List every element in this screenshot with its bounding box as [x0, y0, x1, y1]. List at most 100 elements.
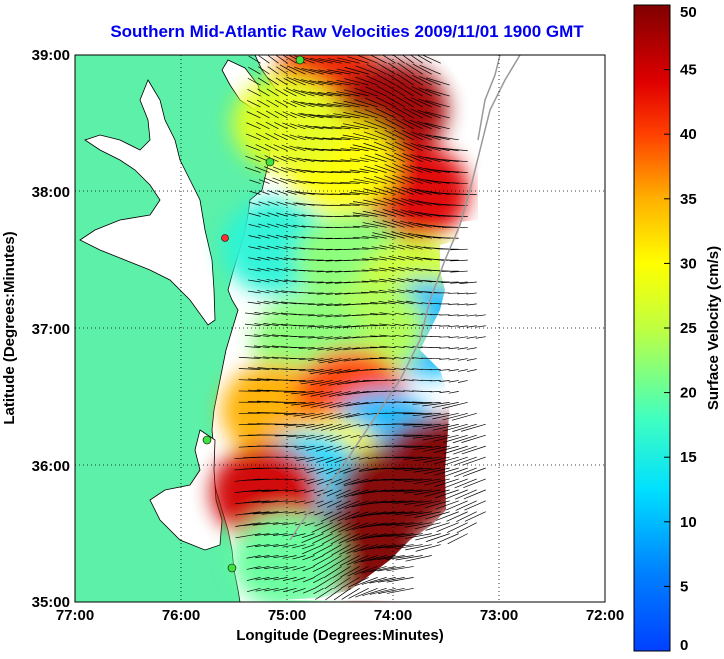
velocity-arrow [376, 96, 396, 108]
velocity-arrow [412, 423, 441, 428]
velocity-arrow [254, 312, 270, 316]
velocity-arrow [244, 334, 261, 338]
velocity-arrow [257, 256, 270, 261]
velocity-arrow [307, 336, 324, 339]
x-tick-label: 77:00 [56, 607, 94, 624]
velocity-arrow [296, 168, 315, 173]
velocity-arrow [290, 112, 306, 119]
velocity-arrow [354, 577, 378, 587]
velocity-arrow [408, 210, 432, 217]
velocity-arrow [275, 55, 288, 64]
velocity-arrow [442, 170, 468, 173]
velocity-arrow [385, 511, 414, 515]
velocity-arrow [387, 300, 405, 305]
velocity-arrow [419, 76, 441, 86]
velocity-arrow [315, 445, 333, 452]
velocity-arrow [329, 412, 351, 420]
velocity-arrow [378, 289, 396, 294]
velocity-arrow [403, 141, 423, 152]
velocity-arrow [359, 511, 387, 517]
velocity-arrow [425, 511, 450, 520]
velocity-arrow [463, 489, 486, 500]
velocity-arrow [257, 234, 270, 239]
velocity-arrow [275, 256, 288, 261]
velocity-arrow [408, 221, 432, 228]
velocity-arrow [404, 74, 423, 86]
velocity-arrow [332, 566, 351, 578]
velocity-arrow [291, 401, 315, 406]
velocity-arrow [385, 500, 414, 504]
velocity-arrow [292, 100, 315, 108]
velocity-arrow [284, 257, 297, 261]
velocity-arrow [417, 166, 441, 173]
velocity-arrow [298, 358, 315, 360]
velocity-arrow [264, 555, 279, 558]
velocity-arrow [308, 369, 324, 372]
velocity-arrow [323, 511, 333, 516]
velocity-arrow [362, 391, 387, 393]
velocity-arrow [325, 325, 342, 329]
velocity-arrow [442, 159, 468, 163]
velocity-arrow [457, 314, 468, 317]
velocity-arrow [325, 445, 342, 452]
velocity-arrow [397, 300, 414, 305]
velocity-arrow [276, 223, 288, 228]
velocity-arrow [246, 111, 261, 119]
velocity-arrow [343, 358, 360, 362]
velocity-arrow [284, 224, 297, 228]
velocity-arrow [296, 456, 315, 461]
velocity-arrow [311, 423, 333, 431]
velocity-arrow [381, 55, 396, 64]
velocity-arrow [441, 204, 468, 206]
velocity-arrow [311, 522, 333, 533]
velocity-arrow [315, 434, 333, 441]
velocity-arrow [265, 121, 279, 130]
velocity-arrow [403, 456, 432, 460]
velocity-arrow [314, 522, 324, 527]
velocity-arrow [263, 311, 279, 316]
velocity-arrow [368, 555, 396, 561]
velocity-arrow [287, 178, 306, 184]
velocity-arrow [395, 555, 423, 561]
velocity-arrow [334, 347, 351, 351]
velocity-arrow [455, 489, 477, 500]
velocity-arrow [425, 145, 450, 152]
velocity-arrow [317, 80, 342, 86]
velocity-arrow [272, 166, 288, 173]
velocity-arrow [376, 500, 405, 504]
colorbar-tick-label: 5 [680, 578, 688, 595]
velocity-arrow [369, 335, 387, 338]
velocity-arrow [448, 358, 459, 361]
velocity-arrow [349, 180, 369, 184]
velocity-arrow [388, 62, 405, 75]
velocity-arrow [394, 346, 405, 348]
velocity-arrow [417, 155, 441, 163]
velocity-arrow [402, 164, 423, 173]
velocity-arrow [272, 323, 288, 327]
velocity-arrow [275, 268, 288, 272]
velocity-arrow [448, 391, 459, 394]
velocity-arrow [345, 533, 369, 543]
velocity-arrow [266, 88, 279, 97]
velocity-arrow [403, 412, 432, 415]
velocity-arrow [266, 99, 279, 108]
velocity-arrow [426, 77, 450, 86]
velocity-arrow [388, 255, 405, 261]
velocity-arrow [448, 347, 459, 350]
velocity-arrow [256, 301, 270, 305]
velocity-arrow [274, 121, 288, 130]
velocity-arrow [319, 358, 342, 364]
velocity-arrow [312, 533, 333, 544]
velocity-arrow [409, 187, 432, 195]
velocity-arrow [262, 356, 279, 359]
velocity-arrow [373, 187, 396, 195]
velocity-arrow [353, 555, 378, 564]
velocity-arrow [293, 202, 306, 206]
velocity-arrow [294, 478, 306, 481]
velocity-arrow [297, 135, 315, 141]
velocity-arrow [450, 259, 468, 262]
velocity-arrow [328, 391, 351, 397]
velocity-arrow [246, 100, 261, 108]
velocity-arrow [403, 312, 414, 316]
velocity-arrow [367, 445, 378, 449]
